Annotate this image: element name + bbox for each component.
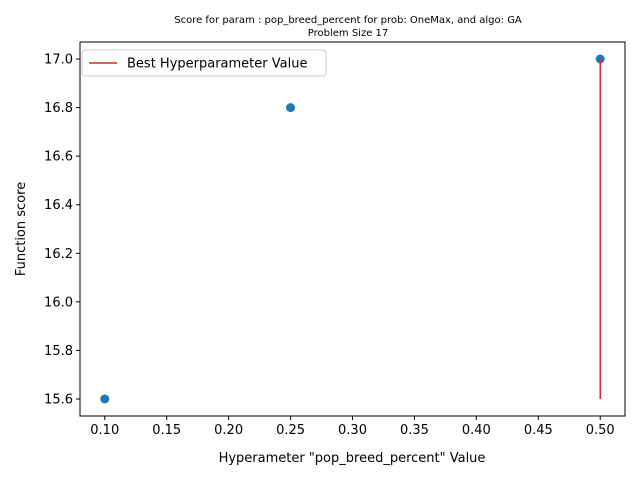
y-axis-label: Function score bbox=[14, 182, 29, 276]
chart-subtitle: Problem Size 17 bbox=[308, 28, 389, 39]
x-axis-ticks: 0.10 0.15 0.20 0.25 0.30 0.35 0.40 0.45 0.50 bbox=[90, 416, 615, 438]
x-tick-label: 0.35 bbox=[400, 423, 429, 438]
x-tick-label: 0.25 bbox=[276, 423, 305, 438]
y-tick-label: 17.0 bbox=[44, 53, 73, 68]
legend: Best Hyperparameter Value bbox=[81, 49, 327, 77]
y-tick-label: 15.6 bbox=[44, 393, 73, 408]
scatter-point bbox=[100, 394, 110, 404]
x-tick-label: 0.20 bbox=[214, 423, 243, 438]
x-tick-label: 0.30 bbox=[338, 423, 367, 438]
x-tick-label: 0.40 bbox=[462, 423, 491, 438]
legend-label-best-value: Best Hyperparameter Value bbox=[127, 57, 307, 72]
plot-marks bbox=[100, 54, 605, 404]
x-tick-label: 0.45 bbox=[524, 423, 553, 438]
x-tick-label: 0.15 bbox=[152, 423, 181, 438]
y-tick-label: 16.2 bbox=[44, 247, 73, 262]
y-tick-label: 16.8 bbox=[44, 101, 73, 116]
chart-title: Score for param : pop_breed_percent for … bbox=[174, 15, 522, 26]
plot-area-frame bbox=[79, 41, 626, 417]
legend-box bbox=[81, 49, 327, 77]
x-tick-label: 0.10 bbox=[90, 423, 119, 438]
y-tick-label: 16.6 bbox=[44, 150, 73, 165]
y-axis-ticks: 15.6 15.8 16.0 16.2 16.4 16.6 16.8 17.0 bbox=[44, 53, 80, 408]
x-axis-label: Hyperameter "pop_breed_percent" Value bbox=[219, 451, 486, 466]
x-tick-label: 0.50 bbox=[586, 423, 615, 438]
y-tick-label: 15.8 bbox=[44, 344, 73, 359]
scatter-point bbox=[286, 103, 296, 113]
y-tick-label: 16.0 bbox=[44, 295, 73, 310]
y-tick-label: 16.4 bbox=[44, 198, 73, 213]
